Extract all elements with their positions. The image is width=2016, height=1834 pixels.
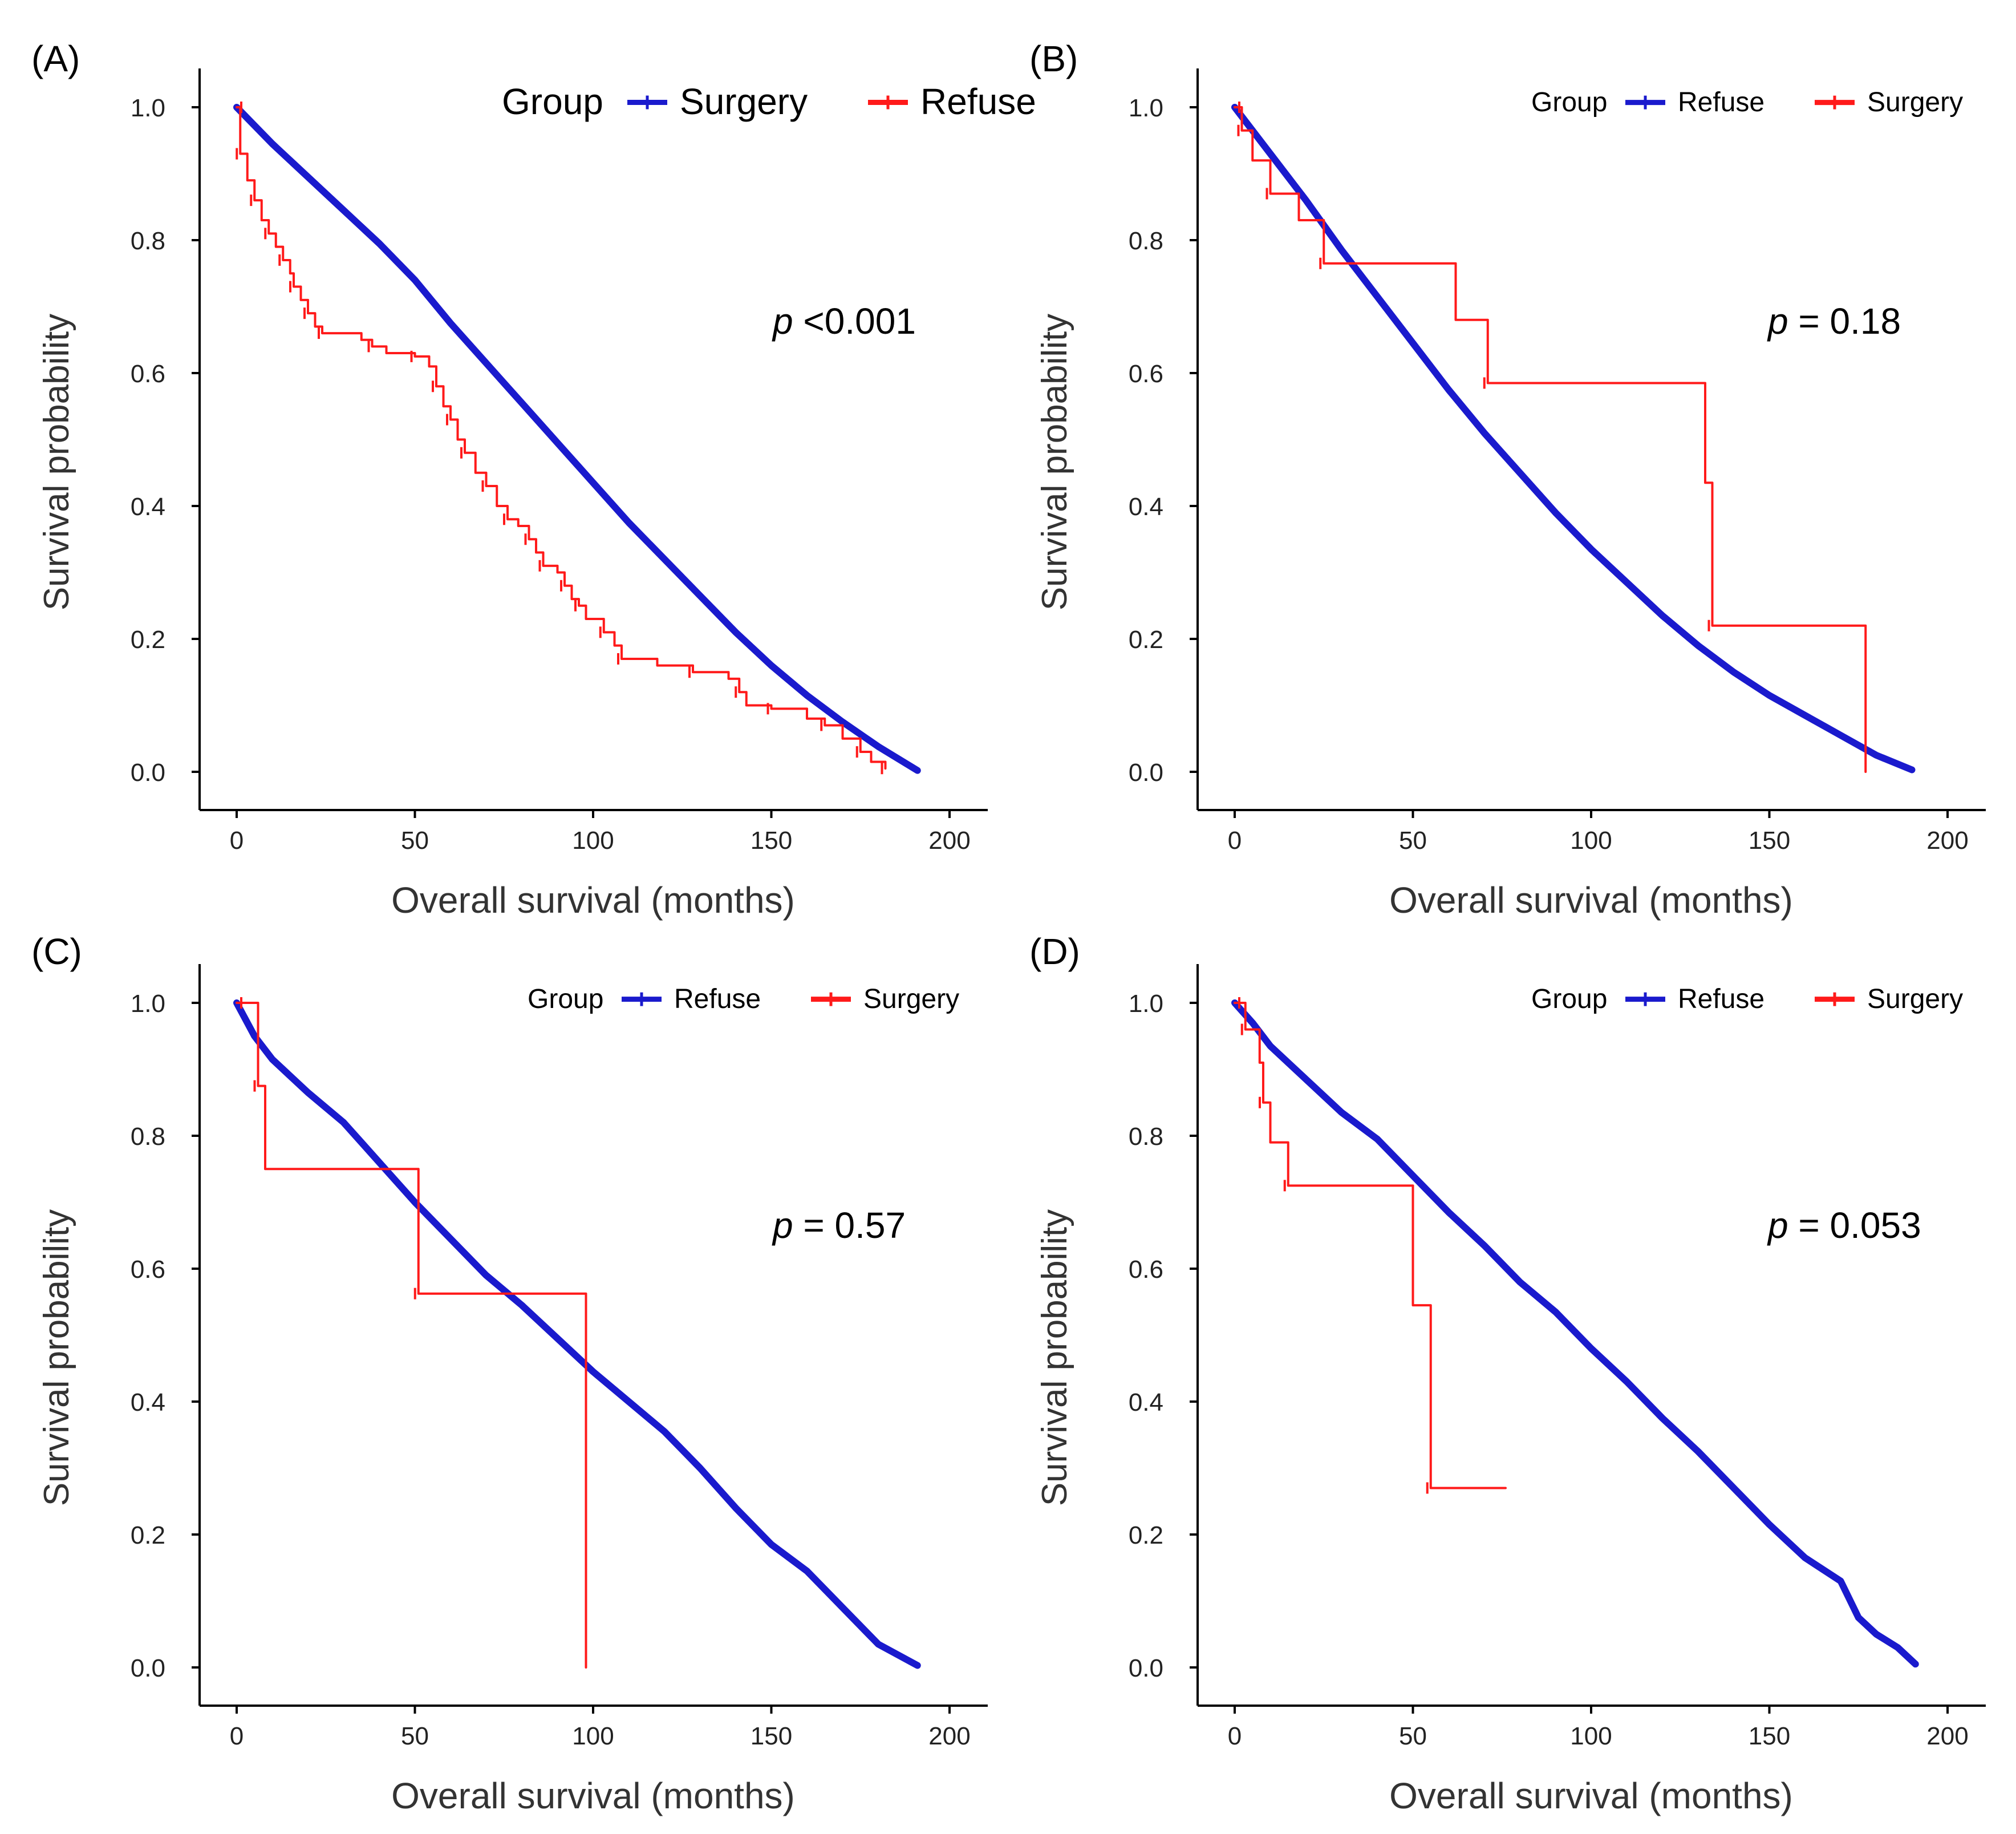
- legend-label-surgery: Surgery: [680, 81, 808, 122]
- p-symbol: p: [1767, 301, 1788, 342]
- x-tick-label: 100: [572, 1722, 614, 1750]
- y-tick-label: 0.6: [131, 1256, 165, 1284]
- y-tick-label: 1.0: [131, 94, 165, 122]
- x-axis-title: Overall survival (months): [391, 880, 795, 921]
- legend-label-surgery: Surgery: [1867, 984, 1963, 1014]
- panel-b: (B) 0.0 0.2 0.4 0.6 0.8 1.0 0 50 100 150 200 Overall…: [1029, 38, 1986, 921]
- x-tick-label: 100: [572, 827, 614, 855]
- x-tick-label: 200: [1926, 1722, 1968, 1750]
- y-axis-title: Survival probability: [1035, 314, 1074, 610]
- x-tick-label: 50: [1399, 827, 1427, 855]
- legend-label-surgery: Surgery: [863, 984, 959, 1014]
- x-tick-label: 100: [1570, 827, 1612, 855]
- p-value-annotation: p = 0.18: [1767, 301, 1901, 342]
- p-symbol: p: [772, 1205, 793, 1246]
- y-tick-label: 0.2: [1129, 1521, 1163, 1549]
- legend-label-surgery: Surgery: [1867, 87, 1963, 118]
- panel-label: (A): [31, 38, 80, 79]
- y-tick-label: 0.4: [1129, 493, 1163, 521]
- survival-curve-surgery: [1234, 1002, 1507, 1489]
- p-value-annotation: p = 0.57: [772, 1205, 906, 1246]
- p-value: <0.001: [793, 301, 916, 342]
- legend-label-refuse: Refuse: [674, 984, 761, 1014]
- y-tick-label: 0.8: [131, 227, 165, 255]
- legend: Group Refuse Surgery: [528, 984, 959, 1014]
- legend: Group Surgery Refuse: [502, 81, 1036, 122]
- y-tick-label: 0.8: [1129, 227, 1163, 255]
- y-axis-title: Survival probability: [37, 314, 76, 610]
- panel-label: (C): [31, 931, 82, 972]
- panel-label: (B): [1029, 38, 1078, 79]
- survival-curve-refuse: [233, 999, 921, 1669]
- x-tick-label: 150: [1749, 827, 1790, 855]
- x-tick-label: 150: [751, 827, 792, 855]
- legend: Group Refuse Surgery: [1531, 984, 1963, 1014]
- panel-d: (D) 0.0 0.2 0.4 0.6 0.8 1.0 0 50 100 150 200 Overall…: [1029, 931, 1986, 1816]
- survival-curve-refuse: [1231, 104, 1916, 774]
- y-tick-label: 0.2: [131, 626, 165, 654]
- x-tick-label: 0: [1228, 1722, 1242, 1750]
- x-tick-label: 0: [1228, 827, 1242, 855]
- y-tick-label: 0.4: [131, 1388, 165, 1416]
- y-tick-label: 1.0: [1129, 990, 1163, 1018]
- p-value: = 0.57: [793, 1205, 906, 1246]
- p-symbol: p: [772, 301, 793, 342]
- legend-label-refuse: Refuse: [1678, 87, 1764, 118]
- p-symbol: p: [1767, 1205, 1788, 1246]
- y-tick-label: 0.4: [1129, 1388, 1163, 1416]
- survival-curve-refuse: [236, 106, 887, 770]
- x-tick-label: 0: [230, 827, 244, 855]
- x-tick-label: 50: [401, 827, 429, 855]
- x-tick-label: 0: [230, 1722, 244, 1750]
- x-tick-label: 50: [1399, 1722, 1427, 1750]
- y-axis-title: Survival probability: [37, 1209, 76, 1506]
- panel-a: (A) 0.0 0.2 0.4 0.6 0.8 1.0 0 50 100 150 200 Overall…: [31, 38, 1036, 921]
- y-tick-label: 1.0: [131, 990, 165, 1018]
- y-tick-label: 0.4: [131, 493, 165, 521]
- y-axis-title: Survival probability: [1035, 1209, 1074, 1506]
- y-tick-label: 0.8: [1129, 1123, 1163, 1151]
- y-tick-label: 0.2: [131, 1521, 165, 1549]
- x-tick-label: 100: [1570, 1722, 1612, 1750]
- legend-title: Group: [1531, 87, 1607, 118]
- p-value: = 0.18: [1788, 301, 1901, 342]
- y-tick-label: 0.6: [131, 360, 165, 388]
- legend-label-refuse: Refuse: [1678, 984, 1764, 1014]
- survival-curve-surgery: [1234, 106, 1867, 773]
- x-tick-label: 200: [928, 1722, 970, 1750]
- x-tick-label: 200: [1926, 827, 1968, 855]
- x-tick-label: 150: [751, 1722, 792, 1750]
- y-tick-label: 0.0: [131, 1654, 165, 1682]
- legend-title: Group: [502, 81, 603, 122]
- p-value-annotation: p <0.001: [772, 301, 916, 342]
- y-tick-label: 0.6: [1129, 360, 1163, 388]
- x-axis-title: Overall survival (months): [1389, 1775, 1793, 1816]
- x-axis-title: Overall survival (months): [1389, 880, 1793, 921]
- legend-label-refuse: Refuse: [920, 81, 1036, 122]
- legend: Group Refuse Surgery: [1531, 87, 1963, 118]
- legend-title: Group: [528, 984, 603, 1014]
- survival-curve-surgery: [236, 1002, 587, 1669]
- x-tick-label: 200: [928, 827, 970, 855]
- legend-title: Group: [1531, 984, 1607, 1014]
- x-tick-label: 150: [1749, 1722, 1790, 1750]
- x-axis-title: Overall survival (months): [391, 1775, 795, 1816]
- y-tick-label: 1.0: [1129, 94, 1163, 122]
- y-tick-label: 0.8: [131, 1123, 165, 1151]
- y-tick-label: 0.0: [131, 759, 165, 787]
- panel-label: (D): [1029, 931, 1080, 972]
- p-value-annotation: p = 0.053: [1767, 1205, 1921, 1246]
- survival-curve-refuse: [1231, 999, 1919, 1668]
- y-tick-label: 0.0: [1129, 1654, 1163, 1682]
- x-tick-label: 50: [401, 1722, 429, 1750]
- y-tick-label: 0.2: [1129, 626, 1163, 654]
- y-tick-label: 0.0: [1129, 759, 1163, 787]
- panel-c: (C) 0.0 0.2 0.4 0.6 0.8 1.0 0 50 100 150 200 Overall…: [31, 931, 988, 1816]
- p-value: = 0.053: [1788, 1205, 1921, 1246]
- y-tick-label: 0.6: [1129, 1256, 1163, 1284]
- survival-curve-surgery: [233, 104, 921, 774]
